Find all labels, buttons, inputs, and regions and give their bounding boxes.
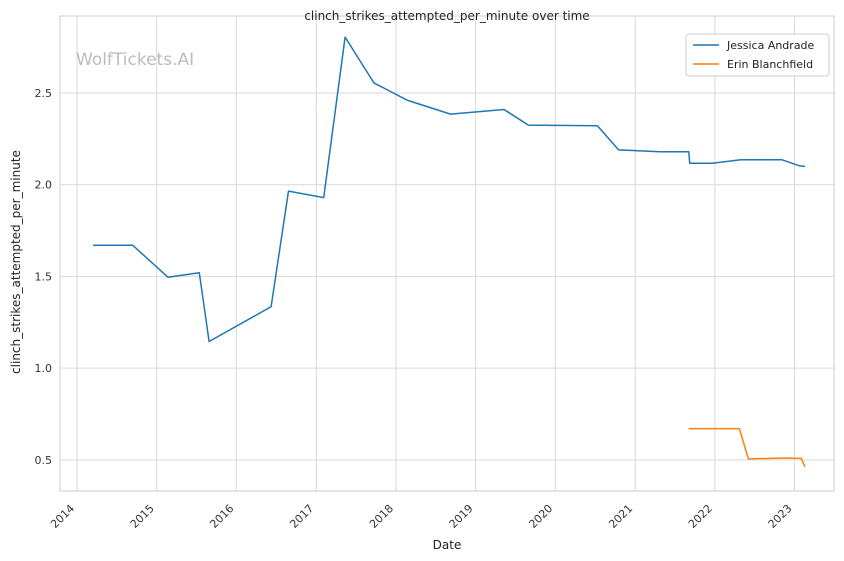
y-axis-ticks: 0.5 1.0 1.5 2.0 2.5 (35, 87, 53, 467)
chart-title: clinch_strikes_attempted_per_minute over… (304, 9, 589, 23)
y-tick-label: 1.0 (35, 362, 53, 375)
series-lines (93, 36, 806, 468)
legend-label-jessica-andrade: Jessica Andrade (726, 39, 815, 52)
x-tick-label: 2020 (526, 502, 555, 531)
grid (60, 16, 834, 491)
y-axis-label: clinch_strikes_attempted_per_minute (9, 150, 23, 374)
x-tick-label: 2015 (128, 502, 157, 531)
x-tick-label: 2022 (686, 502, 715, 531)
legend-box (685, 33, 830, 77)
plot-area (59, 15, 835, 492)
y-tick-label: 2.0 (35, 179, 53, 192)
x-tick-label: 2017 (287, 502, 316, 531)
x-tick-label: 2021 (606, 502, 635, 531)
x-tick-label: 2023 (766, 502, 795, 531)
x-tick-label: 2016 (207, 502, 236, 531)
x-tick-label: 2019 (447, 502, 476, 531)
x-tick-label: 2018 (367, 502, 396, 531)
x-tick-label: 2014 (48, 502, 77, 531)
series-line-erin-blanchfield (688, 427, 806, 468)
y-tick-label: 0.5 (35, 454, 53, 467)
x-axis-label: Date (433, 538, 462, 552)
y-tick-label: 1.5 (35, 270, 53, 283)
watermark: WolfTickets.AI (76, 50, 194, 70)
y-tick-label: 2.5 (35, 87, 53, 100)
legend-label-erin-blanchfield: Erin Blanchfield (727, 58, 813, 71)
series-line-jessica-andrade (93, 36, 806, 343)
legend: Jessica Andrade Erin Blanchfield (685, 33, 830, 77)
x-axis-ticks: 2014 2015 2016 2017 2018 2019 2020 2021 2022 2023 (48, 502, 794, 531)
